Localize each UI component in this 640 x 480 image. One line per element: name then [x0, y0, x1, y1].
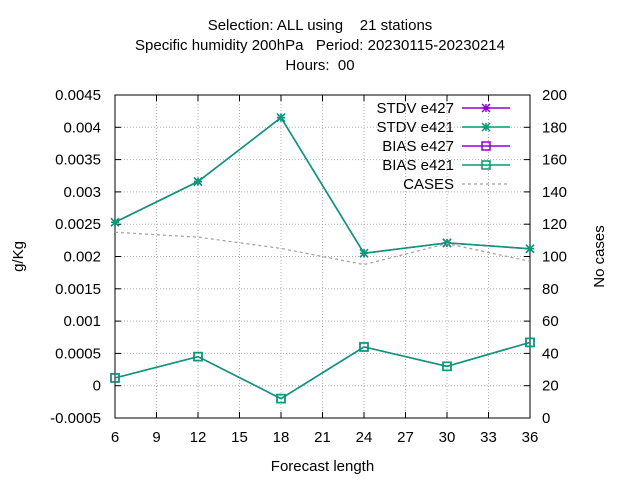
- y-tick-label: 0.0015: [55, 281, 101, 298]
- x-tick-label: 15: [231, 429, 248, 446]
- series-bias-e421: [110, 337, 535, 404]
- legend-entry: CASES: [403, 176, 510, 193]
- data-point: [110, 217, 120, 227]
- series-line: [114, 341, 531, 400]
- data-point: [110, 373, 120, 383]
- data-point-marker: [442, 361, 452, 372]
- legend-entry: STDV e427: [376, 100, 510, 117]
- x-tick-label: 12: [190, 429, 207, 446]
- data-point: [193, 177, 203, 187]
- y-tick-label: -0.0005: [50, 410, 101, 427]
- legend-label: STDV e427: [376, 100, 454, 117]
- y-tick-label: 0.0025: [55, 216, 101, 233]
- y2-tick-label: 160: [542, 152, 567, 169]
- data-point: [193, 351, 203, 362]
- data-point-marker: [481, 141, 491, 151]
- y-tick-label: 0.002: [63, 249, 101, 266]
- data-point: [442, 238, 452, 248]
- data-point: [359, 248, 369, 258]
- chart-title-line-2: Specific humidity 200hPa Period: 2023011…: [135, 37, 505, 54]
- y2-tick-label: 200: [542, 87, 567, 104]
- y2-tick-label: 0: [542, 410, 550, 427]
- y2-tick-label: 180: [542, 119, 567, 136]
- legend-entry: BIAS e427: [382, 138, 510, 155]
- y2-tick-label: 80: [542, 281, 559, 298]
- data-point: [359, 342, 369, 352]
- legend-label: STDV e421: [376, 119, 454, 136]
- data-point: [276, 113, 286, 123]
- y-tick-label: 0: [93, 378, 101, 395]
- y-tick-label: 0.0035: [55, 152, 101, 169]
- data-point: [525, 244, 535, 254]
- y2-tick-label: 120: [542, 216, 567, 233]
- x-tick-label: 21: [314, 429, 331, 446]
- y2-tick-label: 40: [542, 345, 559, 362]
- data-point-marker: [276, 393, 286, 404]
- y2-tick-label: 100: [542, 249, 567, 266]
- data-point-marker: [110, 373, 120, 383]
- y-tick-label: 0.0005: [55, 345, 101, 362]
- x-axis-label: Forecast length: [271, 458, 374, 475]
- y-tick-label: 0.004: [63, 119, 101, 136]
- legend-label: BIAS e427: [382, 138, 454, 155]
- series-stdv-e421: [110, 113, 535, 258]
- y-tick-label: 0.001: [63, 313, 101, 330]
- data-point: [525, 337, 535, 348]
- y-tick-label: 0.003: [63, 184, 101, 201]
- series-line: [114, 116, 531, 255]
- x-tick-label: 9: [152, 429, 160, 446]
- x-tick-label: 36: [522, 429, 539, 446]
- x-tick-label: 33: [480, 429, 497, 446]
- x-tick-label: 27: [397, 429, 414, 446]
- y2-tick-label: 140: [542, 184, 567, 201]
- data-point: [442, 361, 452, 372]
- chart-title-line-1: Selection: ALL using 21 stations: [207, 17, 433, 34]
- x-tick-label: 6: [111, 429, 119, 446]
- x-tick-label: 24: [356, 429, 373, 446]
- y2-tick-label: 20: [542, 378, 559, 395]
- data-point-marker: [359, 342, 369, 352]
- chart-title-line-3: Hours: 00: [285, 57, 355, 74]
- data-point-marker: [481, 160, 491, 170]
- x-tick-label: 30: [439, 429, 456, 446]
- legend-entry: STDV e421: [376, 119, 510, 136]
- data-point: [276, 393, 286, 404]
- x-tick-label: 18: [273, 429, 290, 446]
- y2-tick-label: 60: [542, 313, 559, 330]
- y-tick-label: 0.0045: [55, 87, 101, 104]
- data-point-marker: [525, 337, 535, 348]
- legend-label: CASES: [403, 176, 454, 193]
- y-axis-label: g/Kg: [10, 241, 27, 272]
- legend-entry: BIAS e421: [382, 157, 510, 174]
- y2-axis-label: No cases: [591, 225, 608, 288]
- legend-label: BIAS e421: [382, 157, 454, 174]
- data-point-marker: [193, 351, 203, 362]
